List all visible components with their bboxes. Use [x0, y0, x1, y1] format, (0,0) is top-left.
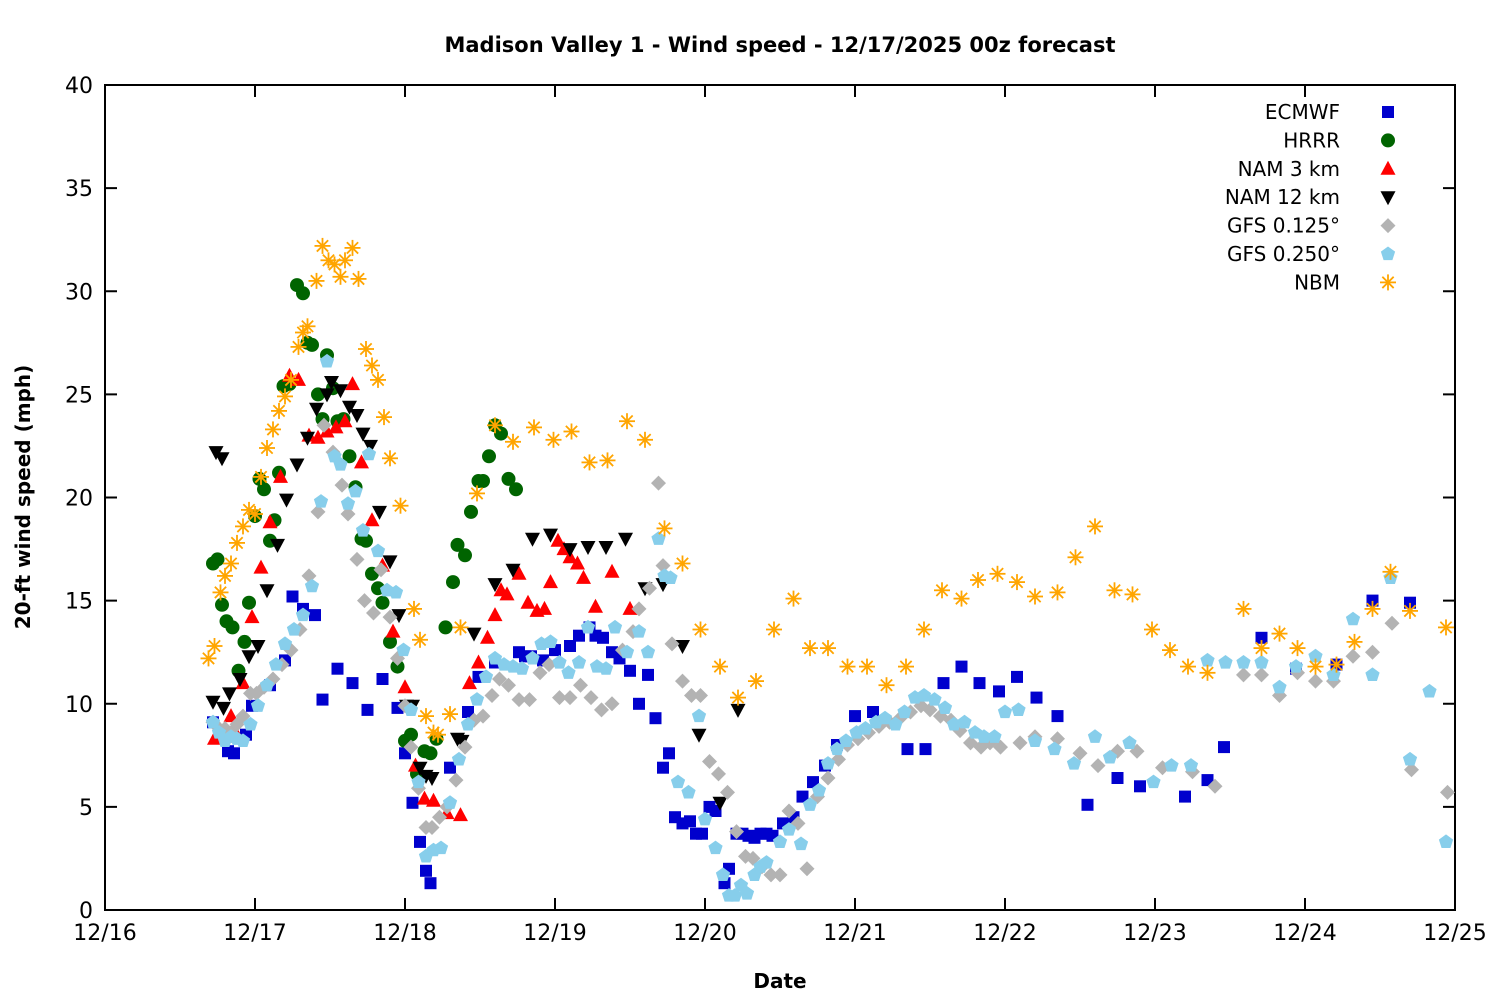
- y-tick-label: 30: [65, 280, 93, 305]
- axes: 12/16 12/17 12/18 12/19 12/20 12/21 12/22 12/23…: [65, 74, 1487, 946]
- x-tick-label: 12/21: [823, 921, 886, 946]
- x-tick-label: 12/23: [1123, 921, 1186, 946]
- y-tick-label: 0: [79, 899, 93, 924]
- data-points: [200, 237, 1455, 902]
- legend-label: NAM 12 km: [1225, 185, 1340, 209]
- y-tick-label: 20: [65, 487, 93, 512]
- legend-label: NAM 3 km: [1238, 157, 1340, 181]
- y-tick-label: 5: [79, 796, 93, 821]
- x-tick-label: 12/16: [73, 921, 136, 946]
- legend-label: ECMWF: [1265, 100, 1340, 124]
- x-tick-label: 12/18: [373, 921, 436, 946]
- x-tick-label: 12/20: [673, 921, 736, 946]
- legend-label: GFS 0.250°: [1227, 242, 1340, 266]
- legend-item-nam-3-km: NAM 3 km: [1238, 157, 1396, 181]
- legend: ECMWF HRRR NAM 3 km NAM 12 km GFS 0.125° GFS …: [1225, 100, 1396, 294]
- x-tick-label: 12/22: [973, 921, 1036, 946]
- y-axis-label: 20-ft wind speed (mph): [11, 365, 35, 630]
- x-tick-label: 12/19: [523, 921, 586, 946]
- legend-item-nbm: NBM: [1294, 270, 1396, 294]
- x-tick-label: 12/25: [1423, 921, 1486, 946]
- x-tick-label: 12/17: [223, 921, 286, 946]
- y-tick-label: 40: [65, 74, 93, 99]
- legend-item-ecmwf: ECMWF: [1265, 100, 1394, 124]
- legend-item-nam-12-km: NAM 12 km: [1225, 185, 1396, 209]
- legend-item-hrrr: HRRR: [1283, 128, 1395, 152]
- legend-label: GFS 0.125°: [1227, 214, 1340, 238]
- y-tick-label: 25: [65, 383, 93, 408]
- legend-label: HRRR: [1283, 128, 1340, 152]
- legend-item-gfs-0-250-: GFS 0.250°: [1227, 242, 1396, 266]
- legend-label: NBM: [1294, 270, 1340, 294]
- y-tick-label: 10: [65, 693, 93, 718]
- chart-title: Madison Valley 1 - Wind speed - 12/17/20…: [444, 33, 1115, 57]
- legend-item-gfs-0-125-: GFS 0.125°: [1227, 214, 1396, 238]
- series-nbm: [200, 237, 1454, 743]
- x-tick-label: 12/24: [1273, 921, 1336, 946]
- y-tick-label: 35: [65, 177, 93, 202]
- series-gfs-0-250-: [205, 353, 1454, 902]
- x-axis-label: Date: [753, 969, 806, 993]
- y-tick-label: 15: [65, 590, 93, 615]
